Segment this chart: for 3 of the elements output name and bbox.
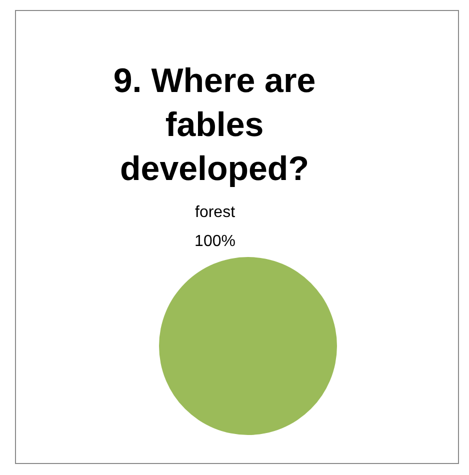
slice-label: forest [194, 204, 236, 221]
chart-title: 9. Where are fables developed? [113, 62, 316, 188]
data-label: 100% [194, 233, 236, 250]
